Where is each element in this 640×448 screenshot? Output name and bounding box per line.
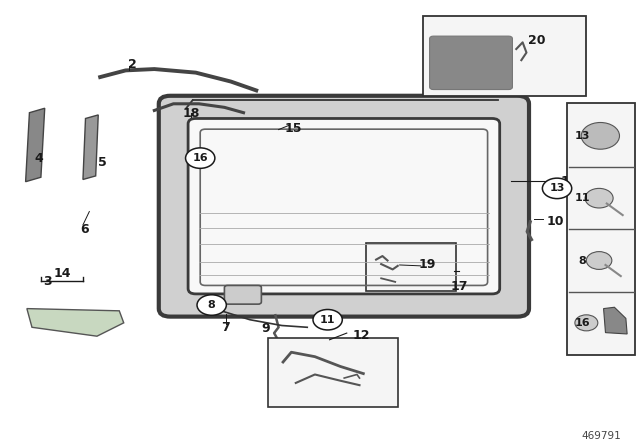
Text: 11: 11 (575, 193, 590, 203)
FancyBboxPatch shape (268, 338, 398, 407)
FancyBboxPatch shape (159, 96, 529, 317)
Text: 10: 10 (547, 215, 564, 228)
Polygon shape (604, 307, 627, 334)
FancyBboxPatch shape (429, 36, 513, 90)
FancyBboxPatch shape (566, 103, 636, 355)
Text: 6: 6 (80, 223, 88, 236)
Text: 14: 14 (53, 267, 70, 280)
Circle shape (186, 148, 215, 168)
Text: 9: 9 (262, 322, 270, 335)
Text: 16: 16 (575, 318, 590, 328)
Polygon shape (27, 309, 124, 336)
Polygon shape (83, 115, 99, 180)
FancyBboxPatch shape (423, 16, 586, 96)
Text: 13: 13 (549, 183, 564, 194)
Circle shape (197, 295, 227, 315)
Text: 8: 8 (579, 255, 586, 266)
Circle shape (542, 178, 572, 198)
Text: 5: 5 (98, 156, 106, 169)
FancyBboxPatch shape (366, 243, 456, 291)
Text: 11: 11 (320, 315, 335, 325)
FancyBboxPatch shape (188, 118, 500, 294)
Text: 469791: 469791 (581, 431, 621, 441)
Text: 7: 7 (221, 321, 230, 334)
Text: 20: 20 (528, 34, 545, 47)
Circle shape (581, 122, 620, 149)
FancyBboxPatch shape (225, 285, 261, 304)
Text: 1: 1 (561, 175, 570, 188)
Circle shape (575, 315, 598, 331)
Text: 8: 8 (208, 300, 216, 310)
Text: 2: 2 (127, 58, 136, 71)
Text: 3: 3 (43, 276, 52, 289)
Circle shape (586, 252, 612, 269)
Circle shape (585, 188, 613, 208)
Circle shape (313, 310, 342, 330)
Text: 13: 13 (575, 131, 590, 141)
Text: 16: 16 (193, 153, 208, 163)
Text: 15: 15 (285, 122, 302, 135)
Text: 18: 18 (182, 107, 200, 120)
Polygon shape (26, 108, 45, 182)
Text: 19: 19 (419, 258, 436, 271)
Text: 4: 4 (34, 151, 43, 164)
Text: 12: 12 (353, 329, 370, 342)
Text: 17: 17 (450, 280, 468, 293)
